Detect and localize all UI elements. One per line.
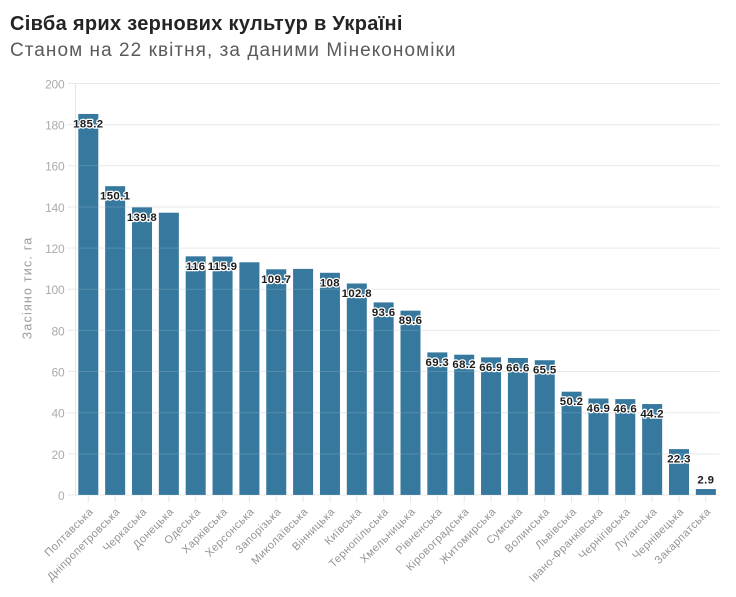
svg-text:140: 140 <box>45 201 65 215</box>
svg-text:160: 160 <box>45 160 65 174</box>
svg-text:150.1: 150.1 <box>100 191 131 203</box>
svg-text:46.9: 46.9 <box>587 403 611 415</box>
svg-text:60: 60 <box>52 365 65 379</box>
svg-text:100: 100 <box>45 283 65 297</box>
svg-text:66.9: 66.9 <box>479 362 503 374</box>
svg-text:200: 200 <box>45 77 65 91</box>
svg-text:44.2: 44.2 <box>640 409 664 421</box>
svg-text:89.6: 89.6 <box>399 315 423 327</box>
svg-text:46.6: 46.6 <box>614 404 638 416</box>
svg-text:109.7: 109.7 <box>261 274 291 286</box>
svg-text:116: 116 <box>186 261 205 273</box>
svg-text:93.6: 93.6 <box>372 307 396 319</box>
svg-text:68.2: 68.2 <box>452 359 476 371</box>
svg-text:0: 0 <box>58 489 65 503</box>
svg-text:50.2: 50.2 <box>560 396 584 408</box>
svg-text:2.9: 2.9 <box>697 475 714 487</box>
svg-text:Засіяно тис. га: Засіяно тис. га <box>21 237 35 340</box>
svg-text:65.5: 65.5 <box>533 365 557 377</box>
svg-text:180: 180 <box>45 119 65 133</box>
svg-text:22.3: 22.3 <box>667 454 691 466</box>
svg-text:108: 108 <box>320 277 340 289</box>
svg-text:80: 80 <box>52 324 65 338</box>
svg-text:102.8: 102.8 <box>342 288 372 300</box>
svg-text:120: 120 <box>45 242 65 256</box>
svg-text:20: 20 <box>52 448 65 462</box>
svg-text:139.8: 139.8 <box>127 212 157 224</box>
svg-text:40: 40 <box>52 407 65 421</box>
svg-text:185.2: 185.2 <box>73 118 103 130</box>
svg-text:115.9: 115.9 <box>208 261 238 273</box>
svg-text:69.3: 69.3 <box>426 357 450 369</box>
svg-text:66.6: 66.6 <box>506 362 530 374</box>
